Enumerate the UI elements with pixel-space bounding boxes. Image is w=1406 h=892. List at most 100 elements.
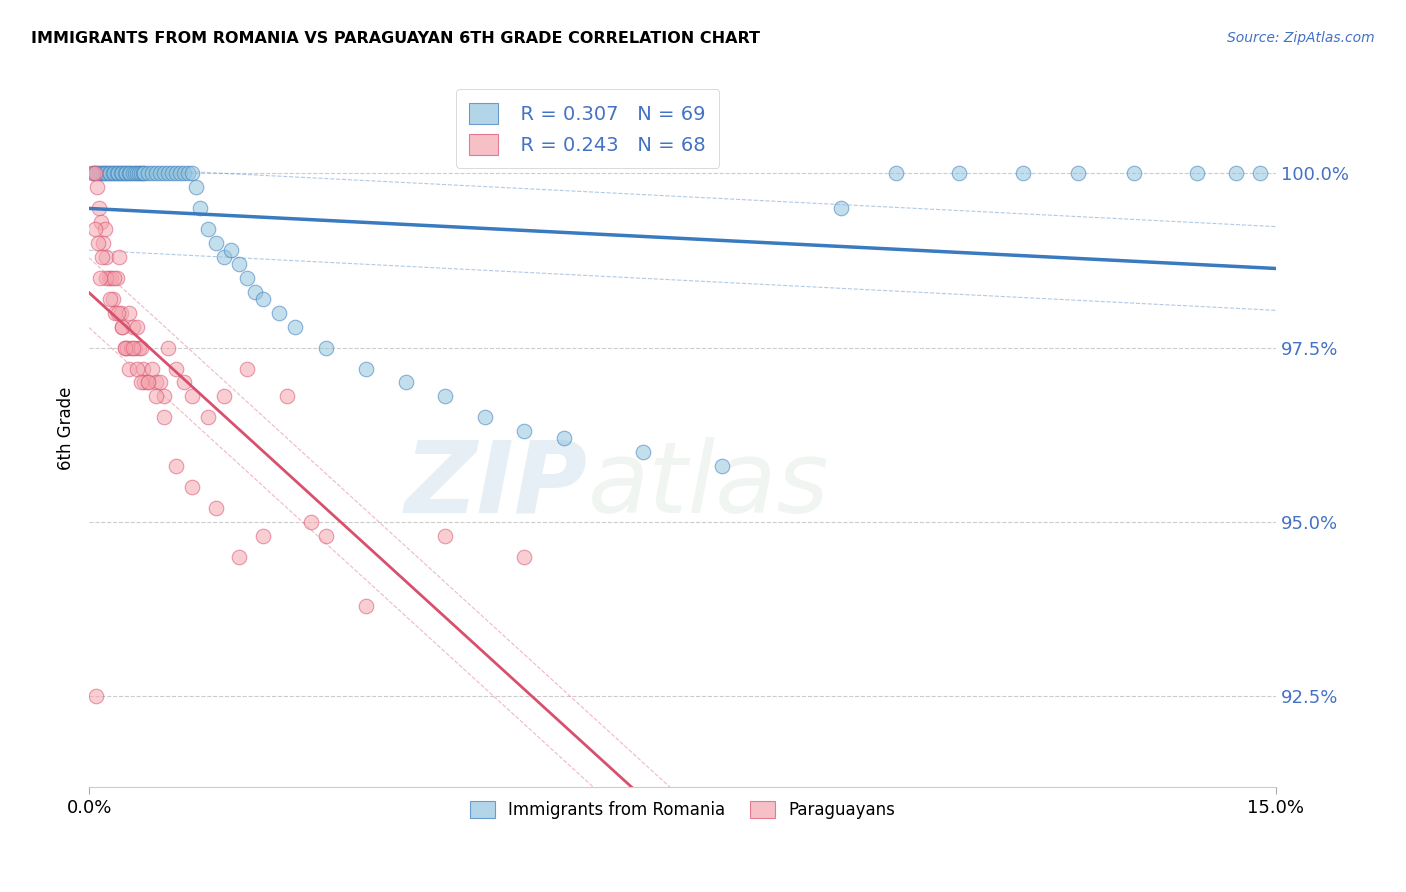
- Point: [188, 201, 211, 215]
- Point: [212, 389, 235, 403]
- Point: [149, 166, 172, 180]
- Point: [96, 250, 118, 264]
- Point: [228, 257, 250, 271]
- Point: [221, 243, 243, 257]
- Point: [165, 166, 187, 180]
- Point: [105, 166, 128, 180]
- Point: [100, 166, 122, 180]
- Point: [1011, 166, 1033, 180]
- Point: [97, 166, 120, 180]
- Point: [236, 361, 259, 376]
- Point: [631, 445, 654, 459]
- Point: [125, 319, 148, 334]
- Point: [160, 166, 183, 180]
- Point: [115, 166, 138, 180]
- Point: [94, 222, 117, 236]
- Point: [153, 410, 176, 425]
- Point: [83, 222, 105, 236]
- Point: [153, 389, 176, 403]
- Point: [299, 515, 322, 529]
- Point: [120, 166, 142, 180]
- Point: [711, 459, 734, 474]
- Point: [84, 690, 107, 704]
- Point: [91, 166, 114, 180]
- Point: [87, 201, 110, 215]
- Point: [145, 166, 167, 180]
- Point: [132, 361, 155, 376]
- Point: [1122, 166, 1144, 180]
- Point: [141, 361, 163, 376]
- Point: [96, 166, 118, 180]
- Point: [145, 376, 167, 390]
- Point: [84, 166, 107, 180]
- Point: [284, 319, 307, 334]
- Point: [121, 166, 143, 180]
- Point: [1225, 166, 1247, 180]
- Point: [117, 166, 139, 180]
- Point: [127, 361, 149, 376]
- Point: [91, 235, 114, 250]
- Point: [128, 341, 150, 355]
- Point: [108, 250, 131, 264]
- Text: ZIP: ZIP: [405, 437, 588, 533]
- Point: [124, 166, 146, 180]
- Point: [1185, 166, 1208, 180]
- Point: [82, 166, 104, 180]
- Point: [276, 389, 298, 403]
- Point: [830, 201, 852, 215]
- Point: [145, 389, 167, 403]
- Point: [107, 306, 129, 320]
- Point: [181, 480, 204, 494]
- Point: [165, 361, 187, 376]
- Point: [129, 341, 152, 355]
- Point: [110, 319, 132, 334]
- Point: [157, 341, 180, 355]
- Point: [101, 292, 124, 306]
- Point: [157, 166, 180, 180]
- Point: [94, 270, 117, 285]
- Point: [100, 270, 122, 285]
- Point: [138, 166, 160, 180]
- Point: [138, 376, 160, 390]
- Point: [110, 306, 132, 320]
- Point: [394, 376, 416, 390]
- Point: [1249, 166, 1271, 180]
- Point: [120, 341, 142, 355]
- Point: [165, 459, 187, 474]
- Point: [114, 341, 136, 355]
- Point: [87, 235, 110, 250]
- Point: [245, 285, 267, 299]
- Point: [115, 341, 138, 355]
- Point: [134, 166, 156, 180]
- Point: [98, 292, 121, 306]
- Point: [252, 292, 274, 306]
- Point: [114, 166, 136, 180]
- Point: [87, 166, 110, 180]
- Point: [89, 270, 111, 285]
- Point: [315, 529, 337, 543]
- Point: [153, 166, 176, 180]
- Point: [132, 166, 155, 180]
- Point: [212, 250, 235, 264]
- Text: IMMIGRANTS FROM ROMANIA VS PARAGUAYAN 6TH GRADE CORRELATION CHART: IMMIGRANTS FROM ROMANIA VS PARAGUAYAN 6T…: [31, 31, 759, 46]
- Point: [122, 341, 145, 355]
- Point: [267, 306, 290, 320]
- Point: [228, 549, 250, 564]
- Point: [197, 222, 219, 236]
- Point: [107, 166, 129, 180]
- Point: [86, 166, 108, 180]
- Point: [252, 529, 274, 543]
- Point: [173, 376, 195, 390]
- Point: [474, 410, 496, 425]
- Point: [513, 425, 536, 439]
- Point: [90, 166, 112, 180]
- Point: [129, 166, 152, 180]
- Point: [354, 599, 377, 613]
- Point: [434, 389, 457, 403]
- Point: [315, 341, 337, 355]
- Point: [553, 431, 575, 445]
- Point: [1067, 166, 1090, 180]
- Point: [104, 306, 127, 320]
- Point: [134, 376, 156, 390]
- Point: [125, 166, 148, 180]
